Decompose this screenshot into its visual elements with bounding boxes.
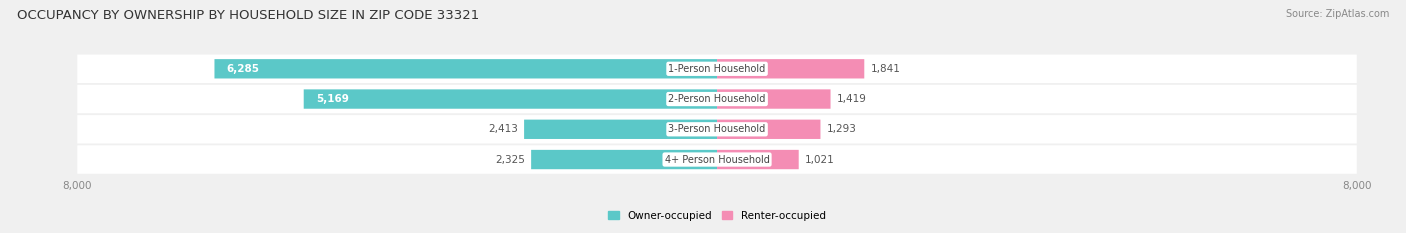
FancyBboxPatch shape bbox=[77, 115, 1357, 144]
Text: 2-Person Household: 2-Person Household bbox=[668, 94, 766, 104]
Text: Source: ZipAtlas.com: Source: ZipAtlas.com bbox=[1285, 9, 1389, 19]
FancyBboxPatch shape bbox=[304, 89, 717, 109]
FancyBboxPatch shape bbox=[717, 89, 831, 109]
FancyBboxPatch shape bbox=[524, 120, 717, 139]
Text: OCCUPANCY BY OWNERSHIP BY HOUSEHOLD SIZE IN ZIP CODE 33321: OCCUPANCY BY OWNERSHIP BY HOUSEHOLD SIZE… bbox=[17, 9, 479, 22]
FancyBboxPatch shape bbox=[77, 145, 1357, 174]
Text: 4+ Person Household: 4+ Person Household bbox=[665, 154, 769, 164]
FancyBboxPatch shape bbox=[77, 55, 1357, 83]
Text: 1,021: 1,021 bbox=[806, 154, 835, 164]
Text: 1,293: 1,293 bbox=[827, 124, 856, 134]
FancyBboxPatch shape bbox=[215, 59, 717, 79]
Text: 6,285: 6,285 bbox=[226, 64, 260, 74]
Text: 1-Person Household: 1-Person Household bbox=[668, 64, 766, 74]
FancyBboxPatch shape bbox=[717, 120, 821, 139]
Text: 2,413: 2,413 bbox=[488, 124, 517, 134]
Legend: Owner-occupied, Renter-occupied: Owner-occupied, Renter-occupied bbox=[605, 206, 830, 225]
FancyBboxPatch shape bbox=[717, 59, 865, 79]
FancyBboxPatch shape bbox=[717, 150, 799, 169]
FancyBboxPatch shape bbox=[77, 85, 1357, 113]
Text: 2,325: 2,325 bbox=[495, 154, 524, 164]
Text: 1,841: 1,841 bbox=[870, 64, 901, 74]
Text: 5,169: 5,169 bbox=[316, 94, 349, 104]
Text: 1,419: 1,419 bbox=[837, 94, 868, 104]
Text: 3-Person Household: 3-Person Household bbox=[668, 124, 766, 134]
FancyBboxPatch shape bbox=[531, 150, 717, 169]
